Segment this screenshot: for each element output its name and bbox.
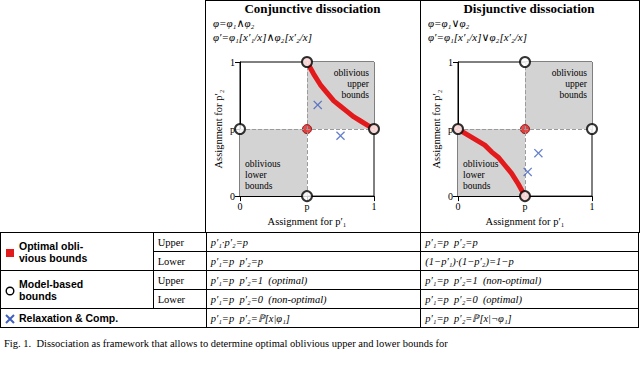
svg-text:1: 1 bbox=[448, 57, 453, 68]
svg-text:p: p bbox=[448, 123, 453, 135]
svg-text:lower: lower bbox=[245, 170, 267, 180]
html-text:p′₁=p p′₂=1 (optimal): p′₁=p p′₂=1 (optimal) bbox=[210, 274, 308, 286]
html-text:Lower: Lower bbox=[157, 293, 186, 305]
html-text:Upper: Upper bbox=[157, 236, 184, 248]
svg-text:upper: upper bbox=[565, 79, 587, 89]
html-text:p′₁=p p′₂=p: p′₁=p p′₂=p bbox=[425, 236, 478, 248]
html-text:p′₁=p p′₂=0 (non-optimal): p′₁=p p′₂=0 (non-optimal) bbox=[210, 293, 327, 305]
html-text:p′₁=p p′₂=ℙ[x|¬φ₁]: p′₁=p p′₂=ℙ[x|¬φ₁] bbox=[425, 313, 512, 324]
html-text:φ=φ₁∧φ₂: φ=φ₁∧φ₂ bbox=[213, 17, 255, 29]
html-text:p′₁·p′₂=p: p′₁·p′₂=p bbox=[210, 236, 248, 248]
html-text:Relaxation & Comp.: Relaxation & Comp. bbox=[19, 312, 119, 324]
html-text:p′₁=p p′₂=1 (non-optimal): p′₁=p p′₂=1 (non-optimal) bbox=[425, 274, 542, 286]
svg-text:Assignment for p′₁: Assignment for p′₁ bbox=[486, 216, 565, 227]
html-text:Conjunctive dissociation: Conjunctive dissociation bbox=[244, 1, 381, 16]
html-text:Upper: Upper bbox=[157, 274, 184, 286]
html-text:Lower: Lower bbox=[157, 255, 186, 267]
svg-text:oblivious: oblivious bbox=[463, 159, 499, 169]
svg-text:0: 0 bbox=[238, 201, 243, 212]
svg-text:bounds: bounds bbox=[463, 181, 491, 191]
html-text:Optimal obli- vious bounds: Optimal obli- vious bounds bbox=[19, 239, 88, 264]
svg-text:p: p bbox=[305, 201, 310, 212]
svg-text:bounds: bounds bbox=[245, 181, 273, 191]
html-text:Model-based bounds: Model-based bounds bbox=[19, 277, 84, 302]
svg-text:oblivious: oblivious bbox=[334, 68, 370, 78]
svg-text:lower: lower bbox=[463, 170, 485, 180]
svg-text:oblivious: oblivious bbox=[552, 68, 588, 78]
svg-text:p: p bbox=[523, 201, 528, 212]
svg-text:0: 0 bbox=[448, 191, 453, 202]
html-text:p′₁=p p′₂=0 (optimal): p′₁=p p′₂=0 (optimal) bbox=[425, 293, 522, 305]
html-text:φ′=φ₁[x′₁/x]∧φ₂[x′₂/x]: φ′=φ₁[x′₁/x]∧φ₂[x′₂/x] bbox=[213, 31, 312, 43]
svg-text:1: 1 bbox=[230, 57, 235, 68]
html-text:p′₁=p p′₂=ℙ[x|φ₁]: p′₁=p p′₂=ℙ[x|φ₁] bbox=[210, 313, 290, 324]
svg-text:bounds: bounds bbox=[342, 90, 370, 100]
svg-text:0: 0 bbox=[456, 201, 461, 212]
svg-text:Assignment for p′₂: Assignment for p′₂ bbox=[431, 89, 442, 168]
html-text:(1−p′₁)·(1−p′₂)=1−p: (1−p′₁)·(1−p′₂)=1−p bbox=[425, 255, 514, 267]
svg-text:0: 0 bbox=[230, 191, 235, 202]
html-text:p′₁=p p′₂=p: p′₁=p p′₂=p bbox=[210, 255, 263, 267]
svg-text:Assignment for p′₁: Assignment for p′₁ bbox=[268, 216, 347, 227]
html-text:Disjunctive dissociation: Disjunctive dissociation bbox=[463, 1, 595, 16]
svg-text:oblivious: oblivious bbox=[245, 159, 281, 169]
svg-text:p: p bbox=[230, 123, 235, 135]
svg-text:Assignment for p′₂: Assignment for p′₂ bbox=[213, 89, 224, 168]
svg-text:1: 1 bbox=[372, 201, 377, 212]
svg-text:1: 1 bbox=[590, 201, 595, 212]
html-text:Fig. 1. Dissociation as framew: Fig. 1. Dissociation as framework that a… bbox=[4, 338, 448, 349]
html-text:φ′=φ₁[x′₁/x]∨φ₂[x′₂/x]: φ′=φ₁[x′₁/x]∨φ₂[x′₂/x] bbox=[428, 31, 527, 43]
html-text:φ=φ₁∨φ₂: φ=φ₁∨φ₂ bbox=[428, 17, 470, 29]
svg-text:bounds: bounds bbox=[560, 90, 588, 100]
svg-text:upper: upper bbox=[347, 79, 369, 89]
